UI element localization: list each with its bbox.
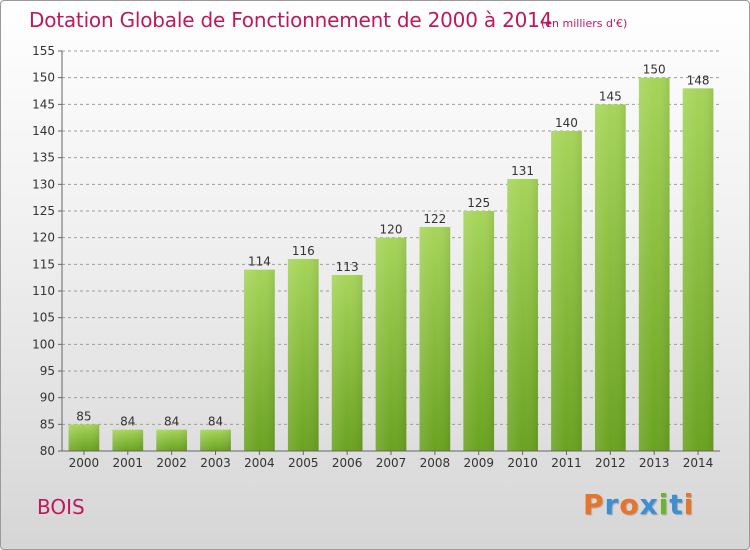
bar-value-label: 131 [511, 164, 534, 178]
y-tick-label: 135 [32, 151, 55, 165]
y-tick-label: 90 [40, 391, 55, 405]
y-tick-label: 110 [32, 284, 55, 298]
x-tick-label: 2005 [288, 456, 319, 470]
bar-shade [68, 424, 100, 451]
y-tick-label: 155 [32, 44, 55, 58]
x-tick-label: 2013 [639, 456, 670, 470]
bar-value-label: 84 [120, 415, 135, 429]
bar-shade [463, 211, 495, 451]
bar-value-label: 84 [164, 415, 179, 429]
y-tick-label: 95 [40, 364, 55, 378]
bar-value-label: 125 [467, 196, 490, 210]
logo-letter: o [619, 488, 640, 521]
bar-shade [507, 179, 538, 451]
y-tick-label: 145 [32, 97, 55, 111]
x-tick-label: 2001 [113, 456, 144, 470]
bar-shade [375, 237, 407, 451]
logo-letter: i [683, 488, 695, 521]
bar-value-label: 85 [76, 409, 91, 423]
logo-letter: i [658, 488, 670, 521]
bar-shade [244, 269, 275, 451]
logo-letter: P [583, 488, 605, 521]
chart-subtitle: (en milliers d'€) [541, 17, 628, 30]
bar-shade [200, 429, 231, 451]
x-tick-label: 2011 [551, 456, 582, 470]
bar-shade [594, 104, 626, 451]
bar-value-label: 148 [687, 73, 710, 87]
bar-shade [419, 227, 451, 451]
bar-value-label: 113 [336, 260, 359, 274]
x-tick-label: 2004 [244, 456, 275, 470]
logo-letter: x [639, 488, 659, 521]
x-tick-label: 2003 [200, 456, 231, 470]
y-tick-label: 130 [32, 177, 55, 191]
chart-title: Dotation Globale de Fonctionnement de 20… [29, 8, 553, 32]
bar-shade [287, 259, 319, 451]
bar-shade [638, 77, 670, 452]
y-tick-label: 85 [40, 417, 55, 431]
logo-letter: t [669, 488, 684, 521]
bar-value-label: 114 [248, 255, 271, 269]
bar-value-label: 116 [292, 244, 315, 258]
bar-shade [156, 429, 188, 451]
bar-value-label: 84 [208, 415, 223, 429]
x-tick-label: 2010 [507, 456, 538, 470]
commune-name: BOIS [37, 495, 85, 519]
x-tick-label: 2012 [595, 456, 626, 470]
bar-value-label: 145 [599, 89, 622, 103]
y-tick-label: 115 [32, 257, 55, 271]
y-tick-label: 100 [32, 337, 55, 351]
x-tick-label: 2014 [683, 456, 714, 470]
x-tick-label: 2002 [156, 456, 187, 470]
bar-shade [112, 429, 144, 451]
y-tick-label: 80 [40, 444, 55, 458]
y-tick-label: 140 [32, 124, 55, 138]
x-tick-label: 2006 [332, 456, 363, 470]
bar-shade [682, 88, 714, 451]
y-tick-label: 125 [32, 204, 55, 218]
y-tick-label: 120 [32, 231, 55, 245]
x-tick-label: 2008 [420, 456, 451, 470]
bar-value-label: 150 [643, 63, 666, 77]
bar-shade [331, 275, 363, 451]
bar-value-label: 120 [380, 223, 403, 237]
bar-shade [551, 131, 582, 451]
bar-value-label: 122 [423, 212, 446, 226]
y-tick-label: 150 [32, 71, 55, 85]
x-tick-label: 2009 [463, 456, 494, 470]
y-tick-label: 105 [32, 311, 55, 325]
logo-letter: r [604, 488, 620, 521]
proxiti-logo: Proxiti [583, 488, 694, 521]
bar-value-label: 140 [555, 116, 578, 130]
x-tick-label: 2007 [376, 456, 407, 470]
x-tick-label: 2000 [69, 456, 100, 470]
